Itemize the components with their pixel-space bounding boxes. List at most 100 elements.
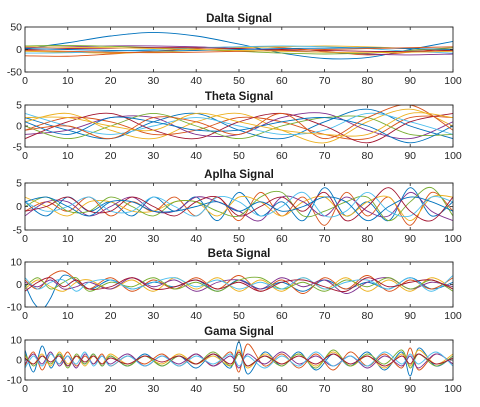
x-tick-label: 80	[362, 75, 374, 87]
x-tick-label: 90	[404, 310, 416, 322]
x-tick-label: 0	[22, 310, 28, 322]
x-tick-label: 30	[148, 310, 160, 322]
y-tick-label: -50	[7, 67, 22, 79]
series-line-2	[25, 191, 453, 226]
series-line-8	[25, 47, 453, 52]
series-line-5	[25, 112, 453, 140]
series-line-5	[25, 276, 453, 292]
y-tick-label: 0	[16, 355, 22, 367]
x-tick-label: 60	[276, 310, 288, 322]
x-tick-label: 0	[22, 383, 28, 395]
series-line-6	[25, 351, 453, 369]
x-tick-label: 50	[233, 310, 245, 322]
x-tick-label: 10	[62, 150, 74, 162]
series-group	[25, 186, 453, 226]
series-line-6	[25, 191, 453, 218]
x-tick-label: 90	[404, 75, 416, 87]
y-tick-label: -5	[13, 225, 22, 237]
x-tick-label: 60	[276, 233, 288, 245]
series-line-8	[25, 196, 453, 222]
x-tick-label: 70	[319, 383, 331, 395]
x-tick-label: 90	[404, 150, 416, 162]
x-tick-label: 70	[319, 310, 331, 322]
x-tick-label: 20	[105, 233, 117, 245]
chart-title: Beta Signal	[208, 248, 271, 260]
x-tick-label: 20	[105, 383, 117, 395]
series-line-7	[25, 277, 453, 293]
series-line-6	[25, 112, 453, 136]
x-tick-label: 30	[148, 383, 160, 395]
plot-area	[25, 262, 453, 307]
x-tick-label: 10	[62, 383, 74, 395]
x-tick-label: 100	[444, 310, 462, 322]
x-tick-label: 80	[362, 310, 374, 322]
x-tick-label: 10	[62, 233, 74, 245]
x-tick-label: 30	[148, 150, 160, 162]
y-tick-label: 0	[16, 279, 22, 291]
series-line-10	[25, 46, 453, 54]
x-tick-label: 30	[148, 75, 160, 87]
x-tick-label: 40	[190, 310, 202, 322]
series-group	[25, 270, 453, 307]
chart-title: Aplha Signal	[204, 169, 274, 181]
x-tick-label: 80	[362, 150, 374, 162]
series-line-10	[25, 112, 453, 137]
x-tick-label: 50	[233, 233, 245, 245]
plot-area	[25, 340, 453, 380]
x-tick-label: 50	[233, 75, 245, 87]
y-tick-label: 5	[16, 178, 22, 190]
series-group	[25, 341, 453, 377]
x-tick-label: 40	[190, 150, 202, 162]
x-tick-label: 20	[105, 75, 117, 87]
chart-title: Theta Signal	[205, 91, 273, 103]
series-line-3	[25, 349, 453, 369]
x-tick-label: 10	[62, 310, 74, 322]
x-tick-label: 20	[105, 310, 117, 322]
y-tick-label: 10	[10, 257, 22, 269]
x-tick-label: 60	[276, 150, 288, 162]
series-line-4	[25, 277, 453, 294]
x-tick-label: 80	[362, 383, 374, 395]
y-tick-label: 50	[10, 22, 22, 34]
x-tick-label: 10	[62, 75, 74, 87]
x-tick-label: 100	[444, 233, 462, 245]
y-tick-label: -10	[7, 375, 22, 387]
x-tick-label: 80	[362, 233, 374, 245]
series-line-3	[25, 108, 453, 144]
y-tick-label: -10	[7, 302, 22, 314]
series-line-9	[25, 105, 453, 140]
x-tick-label: 60	[276, 383, 288, 395]
series-line-1	[25, 31, 453, 60]
x-tick-label: 100	[444, 150, 462, 162]
x-tick-label: 40	[190, 383, 202, 395]
x-tick-label: 50	[233, 383, 245, 395]
y-tick-label: 5	[16, 100, 22, 112]
x-tick-label: 60	[276, 75, 288, 87]
x-tick-label: 90	[404, 383, 416, 395]
x-tick-label: 40	[190, 233, 202, 245]
series-line-3	[25, 277, 453, 292]
series-line-9	[25, 46, 453, 54]
x-tick-label: 40	[190, 75, 202, 87]
x-tick-label: 30	[148, 233, 160, 245]
x-tick-label: 100	[444, 383, 462, 395]
x-tick-label: 90	[404, 233, 416, 245]
series-line-1	[25, 274, 453, 307]
series-line-5	[25, 349, 453, 369]
x-tick-label: 50	[233, 150, 245, 162]
series-line-8	[25, 116, 453, 144]
x-tick-label: 0	[22, 150, 28, 162]
series-line-3	[25, 45, 453, 54]
chart-title: Gama Signal	[204, 326, 274, 338]
x-tick-label: 70	[319, 150, 331, 162]
series-group	[25, 105, 453, 144]
x-tick-label: 100	[444, 75, 462, 87]
x-tick-label: 70	[319, 233, 331, 245]
x-tick-label: 0	[22, 233, 28, 245]
series-line-6	[25, 275, 453, 292]
chart-title: Dalta Signal	[206, 13, 272, 25]
